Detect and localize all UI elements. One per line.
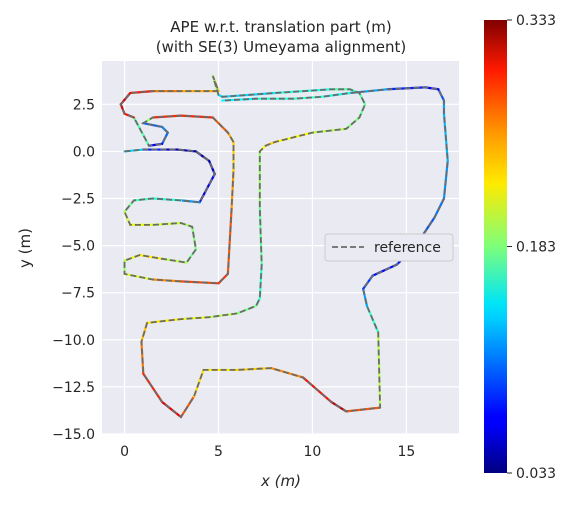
x-tick-label: 0 xyxy=(120,444,129,460)
trajectory-segment xyxy=(371,263,399,277)
x-axis-label: x (m) xyxy=(260,472,301,490)
colorbar-tick-label: 0.033 xyxy=(516,466,556,482)
legend: reference xyxy=(324,233,454,262)
trajectory-segment xyxy=(123,272,154,281)
y-tick-label: −5.0 xyxy=(61,239,95,255)
reference-trajectory xyxy=(119,75,449,419)
y-tick-label: −12.5 xyxy=(52,380,95,396)
x-tick-labels: 0 5 10 15 xyxy=(120,444,415,460)
colorbar: 0.333 0.183 0.033 xyxy=(484,13,556,482)
colorbar-tick-label: 0.333 xyxy=(516,13,556,29)
chart-subtitle: (with SE(3) Umeyama alignment) xyxy=(156,38,407,56)
trajectory-segment xyxy=(258,206,263,266)
x-tick-label: 15 xyxy=(397,444,415,460)
y-tick-label: −15.0 xyxy=(52,427,95,443)
gridlines xyxy=(102,61,459,435)
legend-box xyxy=(324,233,454,262)
y-tick-labels: 2.5 0.0 −2.5 −5.0 −7.5 −10.0 −12.5 −15.0 xyxy=(52,97,95,443)
y-tick-label: −2.5 xyxy=(61,192,95,208)
x-tick-label: 5 xyxy=(214,444,223,460)
legend-reference-label: reference xyxy=(374,240,441,256)
colorbar-tick-label: 0.183 xyxy=(516,240,556,256)
trajectory-segment xyxy=(179,316,211,321)
y-tick-label: 0.0 xyxy=(73,144,95,160)
colorbar-ticks: 0.333 0.183 0.033 xyxy=(507,13,556,482)
colorbar-gradient xyxy=(484,20,507,473)
y-tick-label: 2.5 xyxy=(73,97,95,113)
chart-title: APE w.r.t. translation part (m) xyxy=(170,18,391,36)
y-tick-label: −10.0 xyxy=(52,333,95,349)
x-tick-label: 10 xyxy=(304,444,322,460)
y-tick-label: −7.5 xyxy=(61,286,95,302)
y-axis-label: y (m) xyxy=(16,228,34,268)
